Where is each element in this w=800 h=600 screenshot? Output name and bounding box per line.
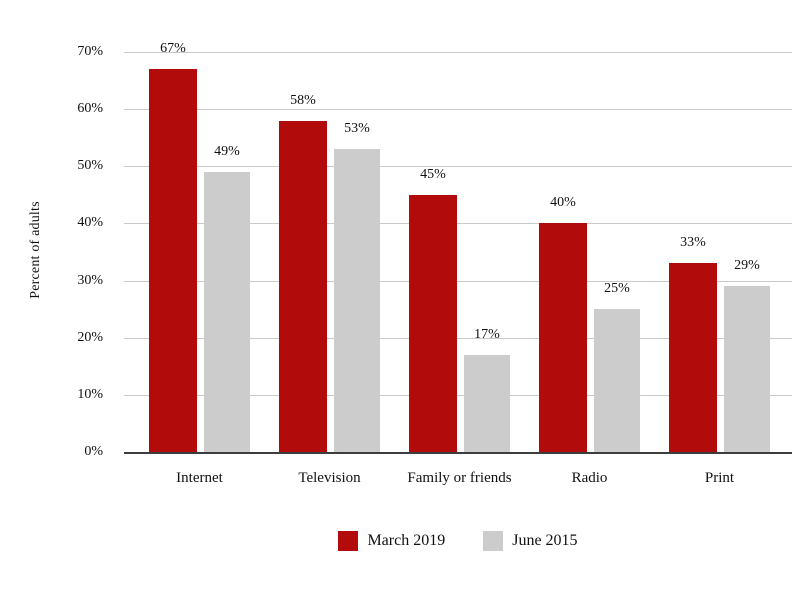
x-axis-label-print: Print [704, 470, 735, 486]
y-axis-tick-70: 70% [77, 44, 103, 59]
x-axis-label-internet: Internet [176, 470, 223, 486]
legend-label: March 2019 [367, 532, 446, 549]
legend: March 2019 June 2015 [124, 531, 792, 551]
y-axis-ticks: 0% 10% 20% 30% 40% 50% 60% 70% [0, 45, 103, 459]
legend-item-march-2019: March 2019 [338, 531, 445, 551]
x-axis-label-television: Television [298, 470, 361, 486]
bar-print-march-2019: 33% [669, 236, 717, 452]
bar-radio-june-2015: 25% [594, 282, 640, 452]
x-axis-label-family-or-friends: Family or friends [407, 470, 512, 486]
legend-swatch-june-2015 [483, 531, 504, 551]
bar-value-label: 25% [604, 281, 630, 297]
y-axis-tick-0: 0% [84, 444, 103, 459]
bar-group-radio: 40% 25% [539, 52, 640, 452]
gridline-50 [124, 166, 792, 168]
bar-value-label: 40% [550, 195, 576, 211]
bar-television-march-2019: 58% [279, 93, 327, 452]
bar-value-label: 58% [290, 92, 316, 108]
legend-item-june-2015: June 2015 [483, 531, 578, 551]
bar-print-june-2015: 29% [724, 259, 770, 452]
y-axis-tick-60: 60% [77, 101, 103, 117]
plot-area: 67% 49% Internet 58% 53% Television 45% 17% Fami… [124, 42, 792, 486]
y-axis-tick-30: 30% [77, 272, 103, 288]
gridline-70 [124, 52, 792, 53]
bar-value-label: 17% [474, 326, 500, 342]
bar-value-label: 33% [680, 235, 706, 251]
y-axis-tick-20: 20% [77, 329, 103, 345]
bar-group-print: 33% 29% [669, 52, 770, 452]
y-axis-tick-40: 40% [77, 215, 103, 231]
bar-television-june-2015: 53% [334, 122, 380, 452]
y-axis-tick-50: 50% [77, 158, 103, 174]
x-axis-label-radio: Radio [571, 470, 608, 486]
y-axis-tick-10: 10% [77, 386, 103, 402]
bar-internet-march-2019: 67% [149, 42, 197, 452]
gridline-20 [124, 337, 792, 339]
bar-radio-march-2019: 40% [539, 196, 587, 452]
gridline-60 [124, 109, 792, 111]
bar-value-label: 67% [160, 41, 186, 57]
bar-family-or-friends-march-2019: 45% [409, 167, 457, 452]
bar-value-label: 49% [214, 144, 240, 159]
bar-value-label: 29% [734, 258, 760, 274]
gridline-10 [124, 394, 792, 396]
bar-group-television: 58% 53% [279, 52, 380, 452]
bar-value-label: 45% [420, 166, 446, 182]
gridline-40 [124, 223, 792, 225]
bar-value-label: 53% [344, 121, 370, 137]
bar-family-or-friends-june-2015: 17% [464, 327, 510, 452]
legend-label: June 2015 [512, 532, 578, 549]
legend-swatch-march-2019 [338, 531, 359, 551]
bar-group-internet: 67% 49% [149, 42, 250, 452]
bar-internet-june-2015: 49% [204, 145, 250, 452]
bar-group-family-or-friends: 45% 17% [409, 52, 510, 452]
gridline-30 [124, 280, 792, 282]
